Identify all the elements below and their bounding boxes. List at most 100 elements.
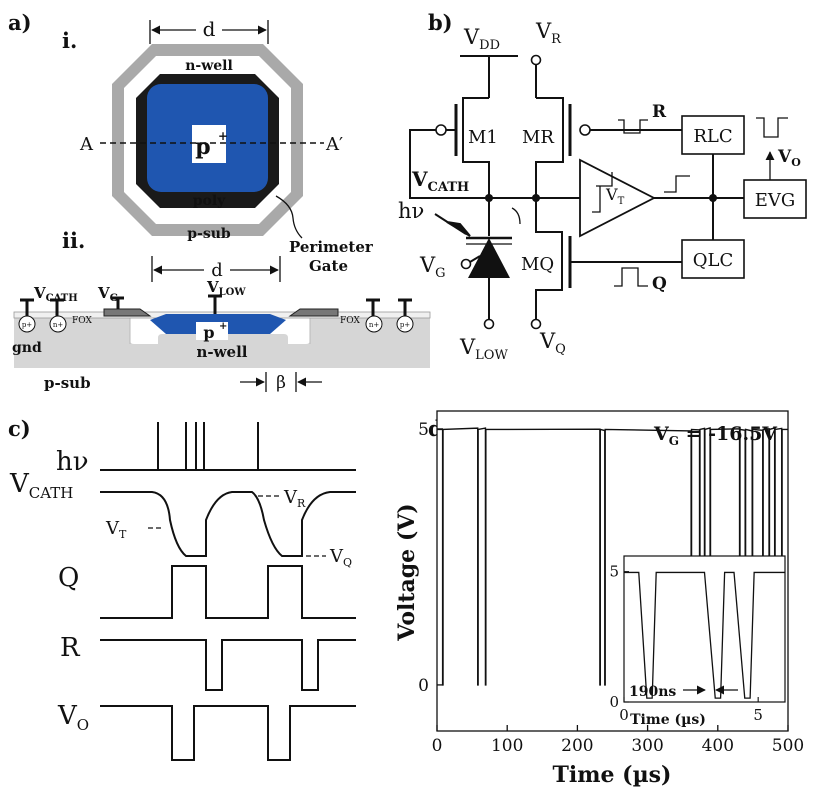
xs-fox-right: FOX <box>340 316 360 326</box>
perimeter-leader <box>275 195 303 239</box>
qlc-box <box>681 239 745 279</box>
vg-node <box>460 258 472 270</box>
vo-pulse <box>756 117 788 138</box>
m1-channel <box>462 97 490 198</box>
diff-p-left-label: p+ <box>22 321 32 329</box>
diode-leader <box>511 207 521 225</box>
pplus-label: p <box>195 134 210 160</box>
vr-node <box>530 54 542 66</box>
out-node <box>709 194 717 202</box>
contact-low <box>208 294 222 314</box>
vg-annotation: VG = -16.5V <box>653 423 778 448</box>
vlow-label: VLOW <box>459 335 508 363</box>
inset-x-tick-label: 0 <box>619 706 629 724</box>
vlow-node <box>483 318 495 330</box>
panel-a: a) i. d p + n-well poly p-sub A A′ Perim… <box>8 10 431 393</box>
nwell-label: n-well <box>185 58 233 74</box>
xs-pplus-label-box <box>196 322 228 340</box>
main-x-tick-label: 400 <box>702 736 734 756</box>
q-label: Q <box>652 274 667 294</box>
vg-wire <box>469 255 481 263</box>
panel-b: b) VDD VR M1 MR R RLC VCATH <box>398 10 807 363</box>
panel-a-sub-ii: ii. <box>62 228 85 253</box>
xs-gate-right <box>288 308 339 317</box>
main-x-tick-label: 300 <box>631 736 663 756</box>
cut-a-prime-label: A′ <box>325 134 343 155</box>
psub-label: p-sub <box>187 226 231 242</box>
timing-vq-label: VQ <box>329 546 352 569</box>
diff-p-left <box>18 315 36 333</box>
contact-right-p <box>398 298 412 316</box>
vo-label: VO <box>777 147 801 169</box>
cut-a-label: A <box>79 134 94 155</box>
diff-p-right-label: p+ <box>400 321 410 329</box>
evg-label: EVG <box>755 190 796 211</box>
inset-frame <box>623 555 786 703</box>
xs-fox-left: FOX <box>72 316 92 326</box>
contact-gate <box>112 296 124 309</box>
xs-vg-label: VG <box>97 284 118 304</box>
inset-voltage-trace <box>624 571 785 699</box>
comparator-vt-label: VT <box>605 185 625 207</box>
dim-d-label: d <box>203 17 216 41</box>
main-x-tick-label: 0 <box>432 736 443 756</box>
mr-bubble <box>579 124 591 136</box>
pplus-label-box <box>192 125 226 163</box>
timing-q-label: Q <box>58 563 79 593</box>
mq-channel <box>535 198 563 320</box>
xs-psub-label: p-sub <box>44 374 91 392</box>
r-label: R <box>652 102 667 122</box>
rlc-box <box>681 115 745 155</box>
diff-n-left-label: n+ <box>53 321 64 329</box>
m1-feedback-wire <box>409 129 489 199</box>
perimeter-label-2: Gate <box>309 257 348 275</box>
vdd-label: VDD <box>463 25 500 53</box>
xs-vlow-label: VLOW <box>206 278 246 298</box>
timing-vr-label: VR <box>283 487 306 510</box>
timing-vcath-label: VCATH <box>9 469 73 502</box>
m1-label: M1 <box>468 127 498 148</box>
timing-r-trace <box>100 639 356 691</box>
diff-n-right <box>365 315 383 333</box>
xs-pplus-sup: + <box>219 321 227 332</box>
contact-cath <box>50 298 64 316</box>
timing-q-trace <box>100 565 356 619</box>
poly-label: poly <box>193 193 226 209</box>
inset-x-axis-label: Time (µs) <box>630 712 706 728</box>
vcath-label: VCATH <box>411 167 469 195</box>
xs-nwell-label: n-well <box>197 343 248 361</box>
panel-a-sub-i: i. <box>62 28 77 53</box>
timing-hv-label: hν <box>56 447 89 477</box>
inset-y-tick-label: 5 <box>609 563 619 581</box>
xs-gate-left <box>103 308 152 317</box>
vr-label: VR <box>535 19 562 47</box>
timing-hv-trace <box>100 422 356 471</box>
diff-p-right <box>396 315 414 333</box>
comparator-hysteresis-icon <box>592 172 613 213</box>
m1-bubble <box>435 124 447 136</box>
panel-a-label: a) <box>8 10 32 35</box>
vq-node <box>530 318 542 330</box>
mr-label: MR <box>522 127 554 148</box>
evg-box <box>743 179 807 219</box>
inset-annotation: 190ns <box>629 684 676 700</box>
timing-r-label: R <box>60 633 81 663</box>
qlc-label: QLC <box>693 250 733 271</box>
timing-vcath-trace <box>100 491 356 557</box>
inset-x-tick-label: 5 <box>753 706 763 724</box>
diff-n-right-label: n+ <box>369 321 380 329</box>
diode-triangle <box>468 238 510 278</box>
panel-c: c) hν VCATH Q R VO VT VR VQ <box>8 416 356 761</box>
xs-vcath-label: VCATH <box>33 284 78 304</box>
main-y-axis-label: Voltage (V) <box>394 503 420 641</box>
timing-vo-label: VO <box>57 701 89 734</box>
xs-dim-d-label: d <box>211 260 223 281</box>
panel-b-label: b) <box>428 10 453 35</box>
mr-channel <box>535 97 564 198</box>
inset-y-tick-label: 0 <box>609 693 619 711</box>
main-x-tick-label: 100 <box>491 736 523 756</box>
main-x-tick-label: 500 <box>772 736 804 756</box>
